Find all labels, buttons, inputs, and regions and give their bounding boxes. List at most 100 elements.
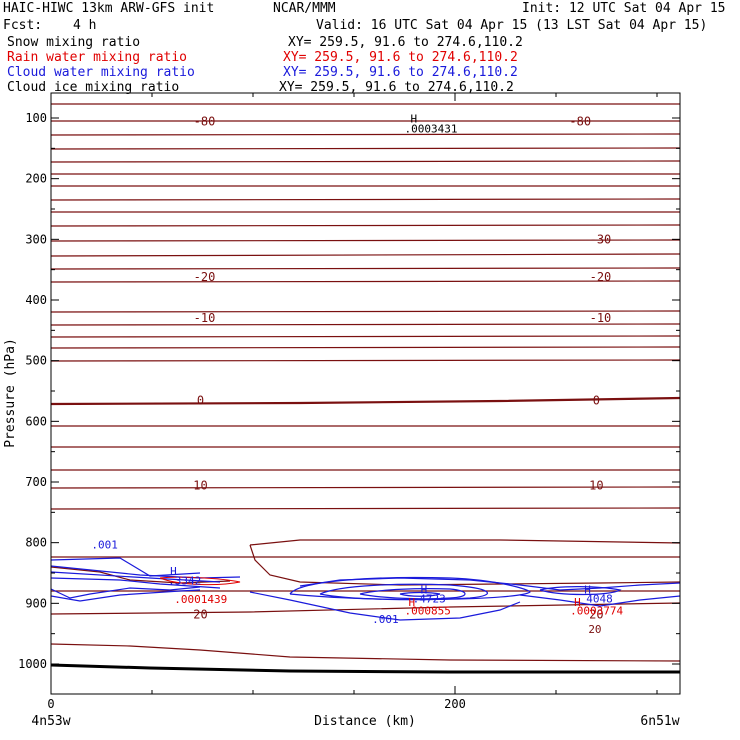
chart-title: HAIC-HIWC 13km ARW-GFS init: [3, 1, 215, 16]
contour-annotation: H: [170, 565, 177, 578]
x-tick-label: 0: [47, 697, 54, 711]
fcst-value: 4 h: [73, 18, 97, 33]
contour-annotation: .4723: [413, 592, 446, 605]
temperature-contour: [51, 346, 680, 349]
field-snow-xy: XY= 259.5, 91.6 to 274.6,110.2: [288, 35, 523, 50]
init-time: Init: 12 UTC Sat 04 Apr 15: [522, 1, 726, 16]
surface-line: [51, 663, 680, 674]
contour-annotation: H: [574, 596, 581, 609]
cloud-water-contour: [539, 586, 622, 596]
x-tick-label: 200: [444, 697, 466, 711]
contour-annotation: .0001439: [174, 593, 227, 606]
rain-contour: [159, 576, 241, 586]
temperature-contour: [51, 160, 680, 163]
x-start-location: 4n53w: [31, 714, 70, 729]
cloud-water-contour: [51, 557, 201, 577]
temperature-contour: [51, 310, 680, 313]
temperature-contour: [249, 539, 680, 546]
cloud-water-contour: [319, 583, 489, 601]
temperature-contour: [51, 280, 680, 283]
temperature-contour: [51, 566, 231, 584]
y-tick-label: 1000: [18, 657, 47, 671]
temperature-label: 20: [193, 607, 207, 621]
y-tick-label: 600: [25, 414, 47, 428]
temperature-contour: [51, 224, 680, 227]
y-tick-label: 300: [25, 232, 47, 246]
contour-annotation: .0003431: [405, 122, 458, 135]
temperature-label: 0: [593, 394, 600, 408]
temperature-contour: [51, 267, 680, 270]
contour-annotation: .001: [372, 613, 399, 626]
y-tick-label: 200: [25, 172, 47, 186]
contour-annotation: .001: [91, 538, 118, 551]
cloud-water-contour: [51, 565, 241, 579]
contour-annotation: .000855: [405, 605, 451, 618]
x-end-location: 6n51w: [640, 714, 679, 729]
contour-annotation: H: [584, 583, 591, 596]
temperature-contour: [51, 643, 680, 662]
temperature-contour: [51, 198, 680, 201]
cloud-water-contour: [51, 589, 201, 602]
temperature-contour: [51, 147, 680, 150]
temperature-contour: [51, 335, 680, 338]
valid-time: Valid: 16 UTC Sat 04 Apr 15 (13 LST Sat …: [316, 18, 708, 33]
y-tick-label: 700: [25, 475, 47, 489]
temperature-contour: [51, 486, 680, 489]
contour-annotation: .3342: [168, 574, 201, 587]
cloud-water-contour: [51, 586, 201, 599]
temperature-label: 10: [589, 479, 603, 493]
temperature-contour: [51, 239, 680, 242]
cloud-water-contour: [51, 577, 221, 589]
temperature-label: -80: [194, 115, 216, 129]
temperature-contour: [51, 602, 680, 615]
temperature-contour: [51, 133, 680, 136]
field-cloudwater-label: Cloud water mixing ratio: [7, 65, 195, 80]
temperature-label: -10: [590, 311, 612, 325]
cloud-water-contour: [359, 588, 466, 600]
temperature-label: -20: [194, 270, 216, 284]
field-rain-xy: XY= 259.5, 91.6 to 274.6,110.2: [283, 50, 518, 65]
temperature-label: -10: [194, 311, 216, 325]
y-tick-label: 900: [25, 596, 47, 610]
contour-lines: [51, 103, 680, 674]
fcst-label: Fcst:: [3, 18, 43, 33]
temperature-label: -80: [569, 115, 591, 129]
temperature-label: -30: [590, 232, 612, 246]
field-cloudwater-xy: XY= 259.5, 91.6 to 274.6,110.2: [283, 65, 518, 80]
temperature-label: 10: [193, 479, 207, 493]
temperature-label: 20: [589, 607, 603, 621]
field-rain-label: Rain water mixing ratio: [7, 50, 188, 65]
field-snow-label: Snow mixing ratio: [7, 35, 141, 50]
y-tick-label: 800: [25, 536, 47, 550]
temperature-label: 0: [197, 394, 204, 408]
cloud-water-contour: [249, 591, 521, 621]
contour-annotation: H: [409, 596, 416, 609]
temperature-contour: [249, 544, 680, 586]
plot-frame: [50, 92, 681, 695]
cloud-water-contour: [51, 571, 221, 583]
y-tick-label: 100: [25, 111, 47, 125]
contour-annotation: 4048: [586, 592, 613, 605]
contour-annotation: 20: [588, 623, 601, 636]
temperature-contour: [51, 323, 680, 326]
temperature-contour: [51, 396, 680, 406]
x-axis-label: Distance (km): [314, 714, 416, 729]
cloud-water-contour: [399, 591, 441, 597]
chart-source: NCAR/MMM: [273, 1, 336, 16]
temperature-label: -20: [590, 270, 612, 284]
contour-annotation: H: [421, 583, 428, 596]
temperature-contour: [51, 359, 680, 362]
field-cloudice-label: Cloud ice mixing ratio: [7, 80, 180, 95]
contour-annotation: H: [411, 113, 418, 126]
contour-annotation: .0003774: [570, 605, 623, 618]
temperature-contour: [51, 253, 680, 257]
y-axis-label: Pressure (hPa): [3, 338, 18, 448]
cloud-water-contour: [519, 594, 680, 607]
field-cloudice-xy: XY= 259.5, 91.6 to 274.6,110.2: [279, 80, 514, 95]
temperature-contour: [51, 507, 680, 510]
y-tick-label: 500: [25, 354, 47, 368]
y-tick-label: 400: [25, 293, 47, 307]
